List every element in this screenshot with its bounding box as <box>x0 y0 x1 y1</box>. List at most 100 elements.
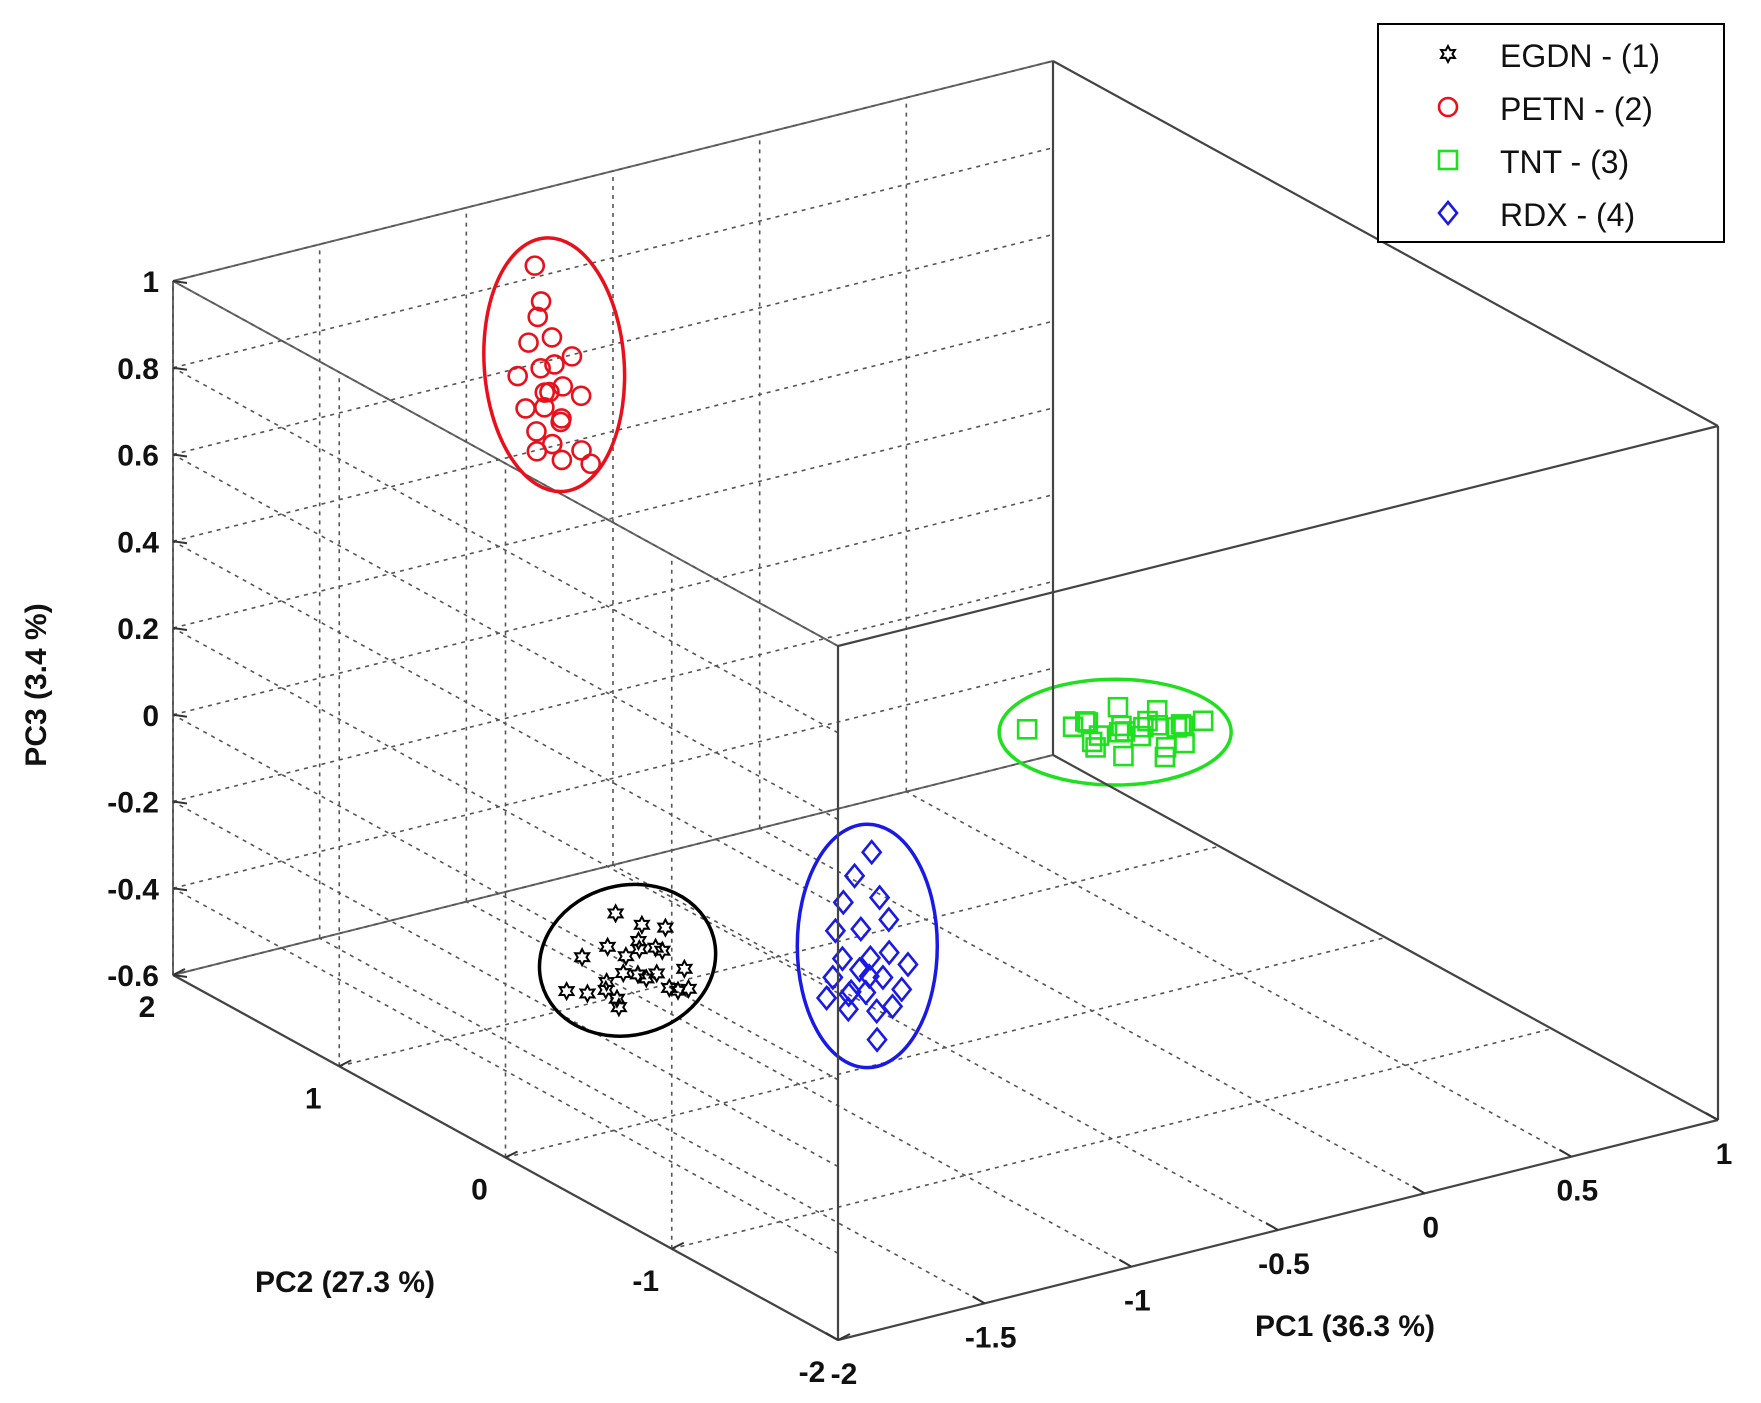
grid-line <box>465 900 1132 1268</box>
data-point <box>831 945 854 972</box>
cluster-ellipses <box>482 236 1233 1070</box>
z-tick-mark <box>172 366 188 371</box>
z-tick-mark <box>172 800 188 805</box>
cluster-ellipse <box>997 677 1233 787</box>
data-point <box>550 411 572 433</box>
data-point <box>598 936 617 957</box>
data-point <box>1081 731 1103 753</box>
data-point <box>1146 700 1168 721</box>
legend-label: EGDN - (1) <box>1500 38 1660 74</box>
z-tick-label: 0.2 <box>117 613 159 646</box>
grid-line <box>319 937 986 1305</box>
data-point <box>646 937 665 958</box>
z-tick-label: 0.6 <box>117 440 159 473</box>
y-tick-mark <box>505 1150 518 1159</box>
x-tick-label: -1 <box>1124 1285 1151 1318</box>
y-tick-mark <box>338 1059 352 1068</box>
data-point <box>507 365 528 387</box>
data-point <box>1062 716 1084 738</box>
z-tick-label: -0.2 <box>107 787 159 820</box>
data-point <box>881 993 904 1020</box>
legend-marker <box>1439 43 1457 65</box>
data-point <box>1130 725 1151 747</box>
z-tick-mark <box>172 453 188 458</box>
x-tick-mark <box>1412 1185 1426 1195</box>
y-tick-label: 2 <box>139 991 156 1024</box>
data-point <box>580 453 602 475</box>
data-point <box>824 917 847 944</box>
data-point <box>1107 696 1129 718</box>
legend: EGDN - (1) PETN - (2) TNT - (3) RDX - (4) <box>1377 23 1725 243</box>
data-point <box>1016 718 1038 740</box>
series-diamond <box>815 839 919 1053</box>
axes-box-front <box>172 60 1720 1342</box>
data-point <box>571 440 592 461</box>
legend-marker <box>1437 199 1459 227</box>
data-point <box>653 940 672 961</box>
z-tick-mark <box>172 974 188 978</box>
x-tick-mark <box>1265 1222 1279 1231</box>
legend-label: PETN - (2) <box>1500 91 1653 127</box>
data-point <box>866 1026 888 1053</box>
z-tick-label: 0.8 <box>117 353 159 386</box>
data-point <box>878 939 900 966</box>
data-point <box>850 915 872 943</box>
y-tick-label: 1 <box>305 1082 322 1115</box>
y-axis-label: PC2 (27.3 %) <box>255 1266 435 1299</box>
y-tick-mark <box>837 1333 851 1341</box>
z-tick-label: -0.6 <box>107 960 159 993</box>
x-tick-label: 0 <box>1422 1211 1439 1244</box>
grid-line <box>905 790 1572 1158</box>
data-point <box>843 862 866 889</box>
cluster-ellipse <box>795 822 940 1070</box>
x-tick-label: 1 <box>1716 1138 1733 1171</box>
data-point <box>878 906 900 933</box>
data-point <box>578 983 597 1004</box>
data-point <box>1077 712 1099 733</box>
z-tick-mark <box>172 280 188 284</box>
data-point <box>647 963 666 984</box>
x-tick-label: 0.5 <box>1556 1175 1598 1208</box>
x-tick-mark <box>972 1295 986 1305</box>
data-point <box>855 979 877 1006</box>
x-tick-mark <box>1705 1112 1719 1121</box>
z-tick-mark <box>172 887 188 892</box>
grid-line <box>172 667 1054 890</box>
data-point <box>897 951 919 978</box>
data-point <box>541 327 563 348</box>
grid-line <box>172 627 839 994</box>
data-point <box>859 944 882 971</box>
data-point <box>675 958 694 979</box>
data-point <box>526 421 547 442</box>
data-point <box>629 964 647 985</box>
data-point <box>815 984 838 1012</box>
legend-marker <box>1437 149 1459 171</box>
tick-labels: -0.6 -0.4 -0.2 0 0.2 0.4 0.6 0.8 1 -2 -1 0 1 2 -2 -1.5 -… <box>107 266 1732 1391</box>
data-point <box>570 385 592 407</box>
data-point <box>868 884 891 911</box>
data-point <box>837 996 859 1023</box>
data-point <box>861 839 883 866</box>
legend-marker <box>1437 96 1459 118</box>
y-tick-label: -2 <box>799 1356 826 1389</box>
data-point <box>526 440 548 462</box>
y-tick-mark <box>172 968 186 976</box>
x-tick-mark <box>825 1332 839 1341</box>
y-tick-label: 0 <box>471 1174 488 1207</box>
z-tick-label: 1 <box>142 266 159 299</box>
series-hexagram <box>557 903 698 1018</box>
grid-line <box>172 887 839 1254</box>
legend-box <box>1377 23 1725 243</box>
data-point <box>518 332 539 353</box>
grid-line <box>172 714 839 1081</box>
box-edge <box>1052 60 1719 427</box>
y-tick-label: -1 <box>632 1265 659 1298</box>
data-point <box>660 977 679 999</box>
data-point <box>557 980 576 1002</box>
data-point <box>614 962 633 984</box>
data-point <box>629 930 648 952</box>
data-point <box>530 291 552 312</box>
grid-line <box>172 453 839 821</box>
x-tick-mark <box>1118 1258 1132 1268</box>
